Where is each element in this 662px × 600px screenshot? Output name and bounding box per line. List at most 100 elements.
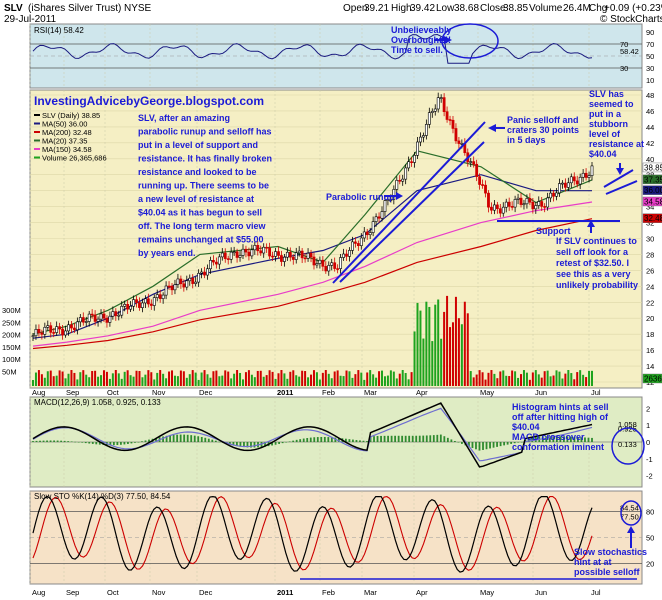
candle-body <box>534 205 538 210</box>
volume-bar <box>70 370 73 386</box>
low-value: 38.68 <box>454 3 479 14</box>
candle-body <box>353 241 357 244</box>
retest-line: retest of $32.50. I <box>556 258 629 268</box>
volume-bar <box>292 370 295 386</box>
candle-body <box>537 201 541 206</box>
panic-label-3: in 5 days <box>507 135 546 145</box>
volume-bar <box>132 376 135 386</box>
macd-annotation-line: off after hitting high of <box>512 412 609 422</box>
volume-bar <box>64 378 67 386</box>
macd-histogram-bar <box>197 436 200 442</box>
x-axis-label: Mar <box>364 388 377 397</box>
candle-body <box>321 259 325 267</box>
volume-bar <box>392 371 395 386</box>
price-right-marker-label: 34.58 <box>644 197 662 206</box>
commentary: SLV, after an amazing parabolic runup and… <box>138 113 272 258</box>
sto-d-line <box>32 495 593 571</box>
macd-histogram-bar <box>394 435 397 442</box>
candle-body <box>277 251 280 256</box>
sto-annotation-line: hint at at <box>574 557 612 567</box>
blog-url: InvestingAdvicebyGeorge.blogspot.com <box>34 94 264 108</box>
candle-body <box>167 285 171 288</box>
volume-bar <box>310 374 313 386</box>
volume-bar <box>168 371 171 386</box>
candle-body <box>217 256 221 265</box>
macd-histogram-bar <box>559 436 562 442</box>
candle-body <box>422 135 425 138</box>
macd-tick-label: -1 <box>646 455 653 464</box>
macd-histogram-bar <box>144 440 147 442</box>
macd-histogram-bar <box>513 442 516 444</box>
candle-body <box>120 306 124 316</box>
candle-body <box>288 251 292 258</box>
price-tick-label: 16 <box>646 346 654 355</box>
rsi-annotation-line-3: Time to sell. <box>391 45 443 55</box>
macd-histogram-bar <box>309 437 312 442</box>
volume-tick-label: 150M <box>2 343 21 352</box>
volume-bar <box>224 370 227 386</box>
macd-histogram-bar <box>302 438 305 442</box>
x-axis-label: Aug <box>32 588 45 597</box>
volume-bar <box>496 378 499 386</box>
macd-histogram-bar <box>176 434 179 442</box>
macd-histogram-bar <box>60 440 63 442</box>
macd-histogram-bar <box>520 441 523 443</box>
volume-bar <box>579 370 582 386</box>
price-right-marker <box>642 213 662 223</box>
sto-right-marker: 77.50 <box>620 513 639 522</box>
candle-body <box>481 184 484 186</box>
macd-histogram-bar <box>366 441 368 442</box>
volume-bar <box>431 341 434 386</box>
volume-bar <box>413 331 416 386</box>
candle-body <box>439 97 443 99</box>
x-axis-label: Aug <box>32 388 45 397</box>
candle-body <box>504 201 508 208</box>
candle-body <box>472 161 476 165</box>
x-axis-label: May <box>480 588 494 597</box>
macd-annotation-line: conformation iminent <box>512 442 604 452</box>
volume-bar <box>73 372 76 386</box>
macd-histogram-bar <box>320 436 323 442</box>
macd-histogram-bar <box>573 436 576 442</box>
candle-body <box>67 324 70 332</box>
macd-histogram-bar <box>218 441 221 443</box>
volume-bar <box>138 371 141 386</box>
candle-body <box>587 175 591 178</box>
volume-bar <box>312 370 315 386</box>
candle-body <box>315 263 319 266</box>
volume-bar <box>37 370 40 386</box>
volume-bar <box>144 374 147 386</box>
volume-bar <box>262 376 265 386</box>
volume-bar <box>472 377 475 386</box>
volume-bar <box>357 370 360 386</box>
volume-bar <box>102 370 105 386</box>
volume-bar <box>271 371 274 386</box>
macd-histogram-bar <box>32 441 34 442</box>
price-right-marker <box>642 196 662 207</box>
volume-bars <box>32 295 593 386</box>
price-tick-label: 46 <box>646 107 654 116</box>
macd-histogram-bar <box>506 442 509 445</box>
volume-bar <box>558 371 561 386</box>
volume-bar <box>582 374 585 386</box>
volume-bar <box>425 301 428 386</box>
candle-body <box>478 176 482 185</box>
price-tick-label: 28 <box>646 250 654 259</box>
macd-histogram-bar <box>489 442 491 449</box>
candle-body <box>451 119 455 129</box>
candle-body <box>303 257 307 260</box>
volume-bar <box>351 377 354 386</box>
x-axis-label: Sep <box>66 388 79 397</box>
volume-bar <box>457 318 460 386</box>
volume-bar <box>475 374 478 386</box>
volume-bar <box>171 370 174 386</box>
candle-body <box>336 268 340 270</box>
macd-histogram-bar <box>401 435 404 442</box>
commentary-line: parabolic runup and selloff has <box>138 127 272 137</box>
candle-body <box>383 200 387 212</box>
volume-bar <box>52 376 55 386</box>
candle-body <box>146 298 150 305</box>
commentary-line: off. The long term macro view <box>138 221 267 231</box>
candle-body <box>386 199 390 201</box>
